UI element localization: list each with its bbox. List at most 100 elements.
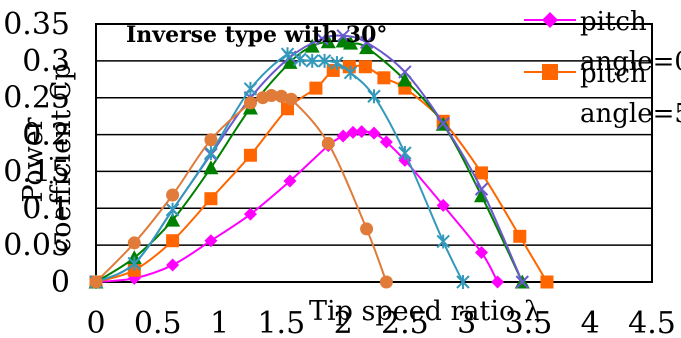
data-point — [204, 146, 218, 160]
data-point — [360, 222, 374, 236]
y-tick-label: 0.15 — [3, 154, 70, 189]
data-point — [243, 81, 258, 96]
data-point — [359, 40, 375, 55]
legend: pitch angle=0 pitch angle=5 — [524, 7, 681, 129]
x-tick-label: 0 — [86, 306, 105, 338]
data-point — [436, 234, 450, 249]
data-point — [243, 96, 257, 110]
x-tick-label: 4.5 — [628, 306, 676, 338]
legend-label-line1: pitch — [580, 59, 647, 89]
y-tick-label: 0.05 — [3, 228, 70, 263]
legend-entry-pitch-angle-0: pitch angle=0 — [524, 7, 681, 77]
data-point — [166, 234, 180, 248]
series-6 — [89, 89, 393, 289]
data-point — [491, 275, 505, 289]
data-point — [379, 135, 393, 149]
data-point — [436, 198, 450, 212]
data-point — [398, 65, 412, 79]
data-point — [165, 212, 181, 227]
data-point — [358, 60, 372, 74]
data-point — [166, 188, 180, 202]
x-tick-label: 2 — [334, 306, 353, 338]
legend-label-line2: angle=0 — [580, 47, 681, 77]
data-point — [336, 29, 350, 43]
data-point — [474, 182, 489, 196]
x-axis-tick-labels: 0 0.5 1 1.5 2 2.5 3 3.5 4 4.5 — [86, 306, 675, 338]
data-point — [204, 192, 218, 206]
data-point — [283, 174, 297, 188]
data-point — [367, 126, 381, 140]
data-point — [474, 166, 488, 180]
data-point — [264, 89, 278, 103]
data-point — [280, 47, 295, 62]
data-point — [304, 38, 320, 53]
data-point — [165, 202, 180, 217]
y-tick-label: 0.25 — [3, 81, 70, 116]
legend-swatch-marker — [542, 12, 558, 28]
data-point — [127, 236, 141, 250]
data-point — [355, 125, 369, 139]
data-point — [243, 207, 257, 221]
legend-swatch-marker — [542, 64, 558, 80]
x-tick-label: 0.5 — [134, 306, 182, 338]
data-point — [515, 275, 529, 289]
chart-title: Inverse type with 30° — [126, 22, 387, 48]
series-3 — [88, 33, 530, 289]
data-point — [336, 129, 350, 143]
data-point — [398, 146, 412, 160]
data-point — [315, 32, 329, 46]
data-point — [397, 72, 413, 87]
legend-entry-pitch-angle-5: pitch angle=5 — [524, 59, 681, 129]
data-point — [540, 275, 554, 289]
plot-area-frame — [95, 23, 653, 283]
data-point — [367, 89, 381, 104]
series-line — [95, 130, 499, 283]
legend-label-line1: pitch — [580, 7, 647, 37]
data-point — [309, 81, 323, 95]
y-tick-label: 0.35 — [3, 7, 70, 42]
y-tick-label: 0.1 — [22, 191, 70, 226]
x-axis-label: Tip speed ratio λ — [309, 296, 541, 327]
y-axis-tick-labels: 00.050.10.150.20.250.30.35 — [3, 7, 70, 300]
data-point — [284, 92, 298, 106]
data-point — [293, 52, 307, 67]
data-point — [204, 234, 218, 248]
legend-label-line2: angle=5 — [580, 99, 681, 129]
data-point — [282, 54, 298, 69]
data-point — [305, 53, 319, 68]
data-point — [317, 53, 332, 68]
data-point — [436, 116, 450, 131]
data-point — [89, 275, 103, 289]
data-point — [346, 125, 360, 139]
data-point — [166, 258, 180, 272]
series-5 — [89, 47, 470, 289]
x-tick-label: 2.5 — [381, 306, 429, 338]
data-point — [359, 35, 374, 50]
y-axis-label-line1: Power — [18, 117, 49, 202]
y-axis-label-line2: coefficient Cp — [46, 63, 77, 253]
series-layer — [88, 29, 554, 289]
y-tick-label: 0.3 — [22, 44, 70, 79]
data-point — [379, 275, 393, 289]
y-tick-label: 0 — [51, 265, 70, 300]
data-point — [320, 34, 336, 49]
x-tick-label: 3.5 — [505, 306, 553, 338]
data-point — [243, 148, 257, 162]
data-point — [343, 35, 359, 50]
x-tick-label: 1.5 — [257, 306, 305, 338]
data-point — [474, 246, 488, 260]
data-point — [274, 89, 288, 103]
x-tick-label: 1 — [210, 306, 229, 338]
data-point — [343, 65, 358, 80]
x-tick-label: 3 — [457, 306, 476, 338]
data-point — [456, 275, 470, 289]
data-point — [204, 133, 218, 147]
x-tick-label: 4 — [581, 306, 600, 338]
y-tick-label: 0.2 — [22, 118, 70, 153]
data-point — [321, 136, 335, 150]
data-point — [203, 160, 219, 175]
data-point — [127, 256, 142, 271]
data-point — [513, 229, 527, 243]
data-point — [330, 56, 344, 71]
